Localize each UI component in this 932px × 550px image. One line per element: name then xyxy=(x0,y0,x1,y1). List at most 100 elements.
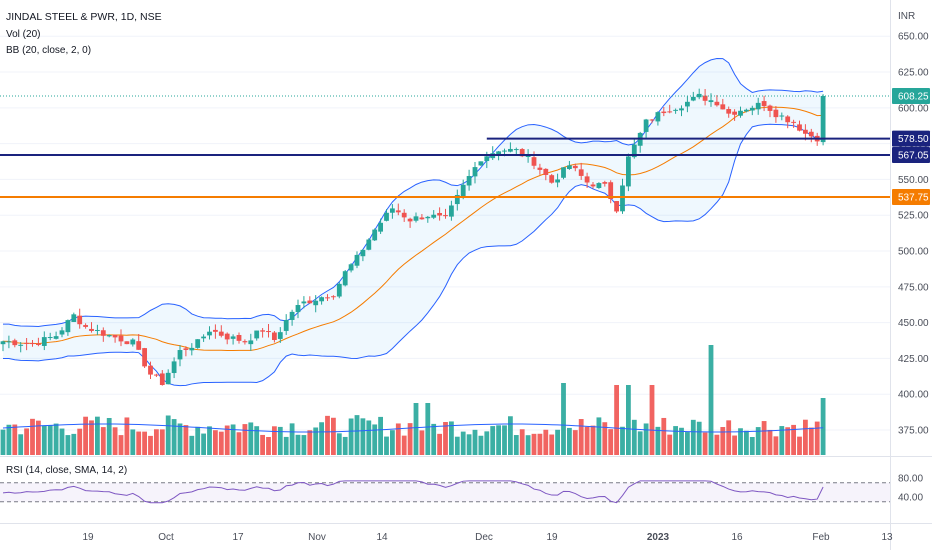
candle-body xyxy=(803,129,808,134)
candle-body xyxy=(667,111,673,113)
candle-body xyxy=(502,150,507,152)
volume-bar xyxy=(165,415,171,455)
candle-body xyxy=(443,215,448,217)
candle-body xyxy=(779,115,785,117)
volume-bar xyxy=(661,417,667,455)
candle-body xyxy=(395,210,401,213)
volume-bar xyxy=(714,434,720,455)
candle-body xyxy=(484,156,490,162)
candle-body xyxy=(508,148,513,152)
candle-body xyxy=(590,184,596,187)
volume-bar xyxy=(218,431,224,455)
candle-body xyxy=(348,264,354,271)
candle-body xyxy=(773,109,779,118)
candle-body xyxy=(685,101,690,107)
chart-title: JINDAL STEEL & PWR, 1D, NSE xyxy=(6,11,162,23)
candle-body xyxy=(626,156,631,187)
candle-body xyxy=(437,212,442,216)
candle-body xyxy=(224,333,230,340)
candle-body xyxy=(289,311,295,320)
price-tick-label: 400.00 xyxy=(898,390,929,401)
candle-body xyxy=(47,337,53,339)
candle-body xyxy=(466,176,472,186)
price-badge: 608.25 xyxy=(892,88,930,104)
volume-bar xyxy=(791,424,796,455)
candle-body xyxy=(690,96,696,101)
candle-body xyxy=(673,109,678,111)
volume-bar xyxy=(112,427,118,455)
candle-body xyxy=(496,151,501,155)
volume-bar xyxy=(47,425,53,455)
candle-body xyxy=(602,182,608,184)
volume-bar xyxy=(248,422,254,455)
candle-body xyxy=(791,121,796,123)
candle-body xyxy=(537,167,543,170)
volume-bar xyxy=(89,420,94,455)
volume-bar xyxy=(336,433,342,455)
candle-body xyxy=(301,301,307,304)
volume-bar xyxy=(360,418,366,455)
candle-body xyxy=(378,222,383,232)
volume-bar xyxy=(325,415,330,455)
candle-body xyxy=(354,254,360,266)
volume-bar xyxy=(59,428,65,455)
volume-bar xyxy=(655,426,661,455)
volume-bar xyxy=(201,433,206,455)
candle-body xyxy=(384,212,389,221)
candle-body xyxy=(820,96,826,143)
volume-bar xyxy=(30,418,35,455)
candle-body xyxy=(248,340,254,345)
candle-body xyxy=(77,315,83,325)
volume-bar xyxy=(384,436,389,455)
volume-bar xyxy=(53,423,59,455)
volume-bar xyxy=(77,428,83,455)
candle-body xyxy=(679,108,684,111)
volume-bar xyxy=(213,430,218,455)
volume-bar xyxy=(242,424,248,455)
candle-body xyxy=(360,249,366,257)
volume-bar xyxy=(572,430,578,455)
candle-body xyxy=(738,110,743,116)
volume-bar xyxy=(136,431,142,455)
volume-bar xyxy=(673,426,678,455)
candle-body xyxy=(260,330,265,332)
candles xyxy=(0,88,826,386)
volume-bar xyxy=(301,435,307,455)
candle-body xyxy=(30,343,35,345)
candle-body xyxy=(207,331,212,336)
time-tick-label: 14 xyxy=(376,532,388,543)
candle-body xyxy=(171,361,177,374)
candle-body xyxy=(708,100,714,103)
candle-body xyxy=(797,124,802,131)
price-tick-label: 375.00 xyxy=(898,426,929,437)
candle-body xyxy=(608,182,614,200)
candle-body xyxy=(218,331,224,336)
volume-bar xyxy=(236,432,242,455)
candle-body xyxy=(425,216,431,219)
candle-body xyxy=(401,212,407,218)
volume-bar xyxy=(555,429,560,455)
volume-bar xyxy=(596,417,602,455)
candle-body xyxy=(454,194,460,205)
candle-body xyxy=(596,183,602,188)
volume-bar xyxy=(785,427,791,455)
candle-body xyxy=(159,373,165,385)
time-tick-label: Nov xyxy=(308,532,326,543)
volume-bar xyxy=(702,432,708,455)
volume-bar xyxy=(319,422,324,455)
volume-bar xyxy=(797,436,802,455)
candle-body xyxy=(136,341,142,350)
volume-bar xyxy=(0,429,6,455)
volume-bar xyxy=(561,383,566,455)
volume-bar xyxy=(12,424,18,455)
candle-body xyxy=(525,155,531,157)
candle-body xyxy=(154,374,159,376)
bollinger-upper-line xyxy=(2,58,824,327)
price-badge: 537.75 xyxy=(892,188,930,205)
candle-body xyxy=(148,365,153,375)
candle-body xyxy=(165,372,171,385)
volume-bar xyxy=(685,432,690,455)
candle-body xyxy=(513,149,519,151)
